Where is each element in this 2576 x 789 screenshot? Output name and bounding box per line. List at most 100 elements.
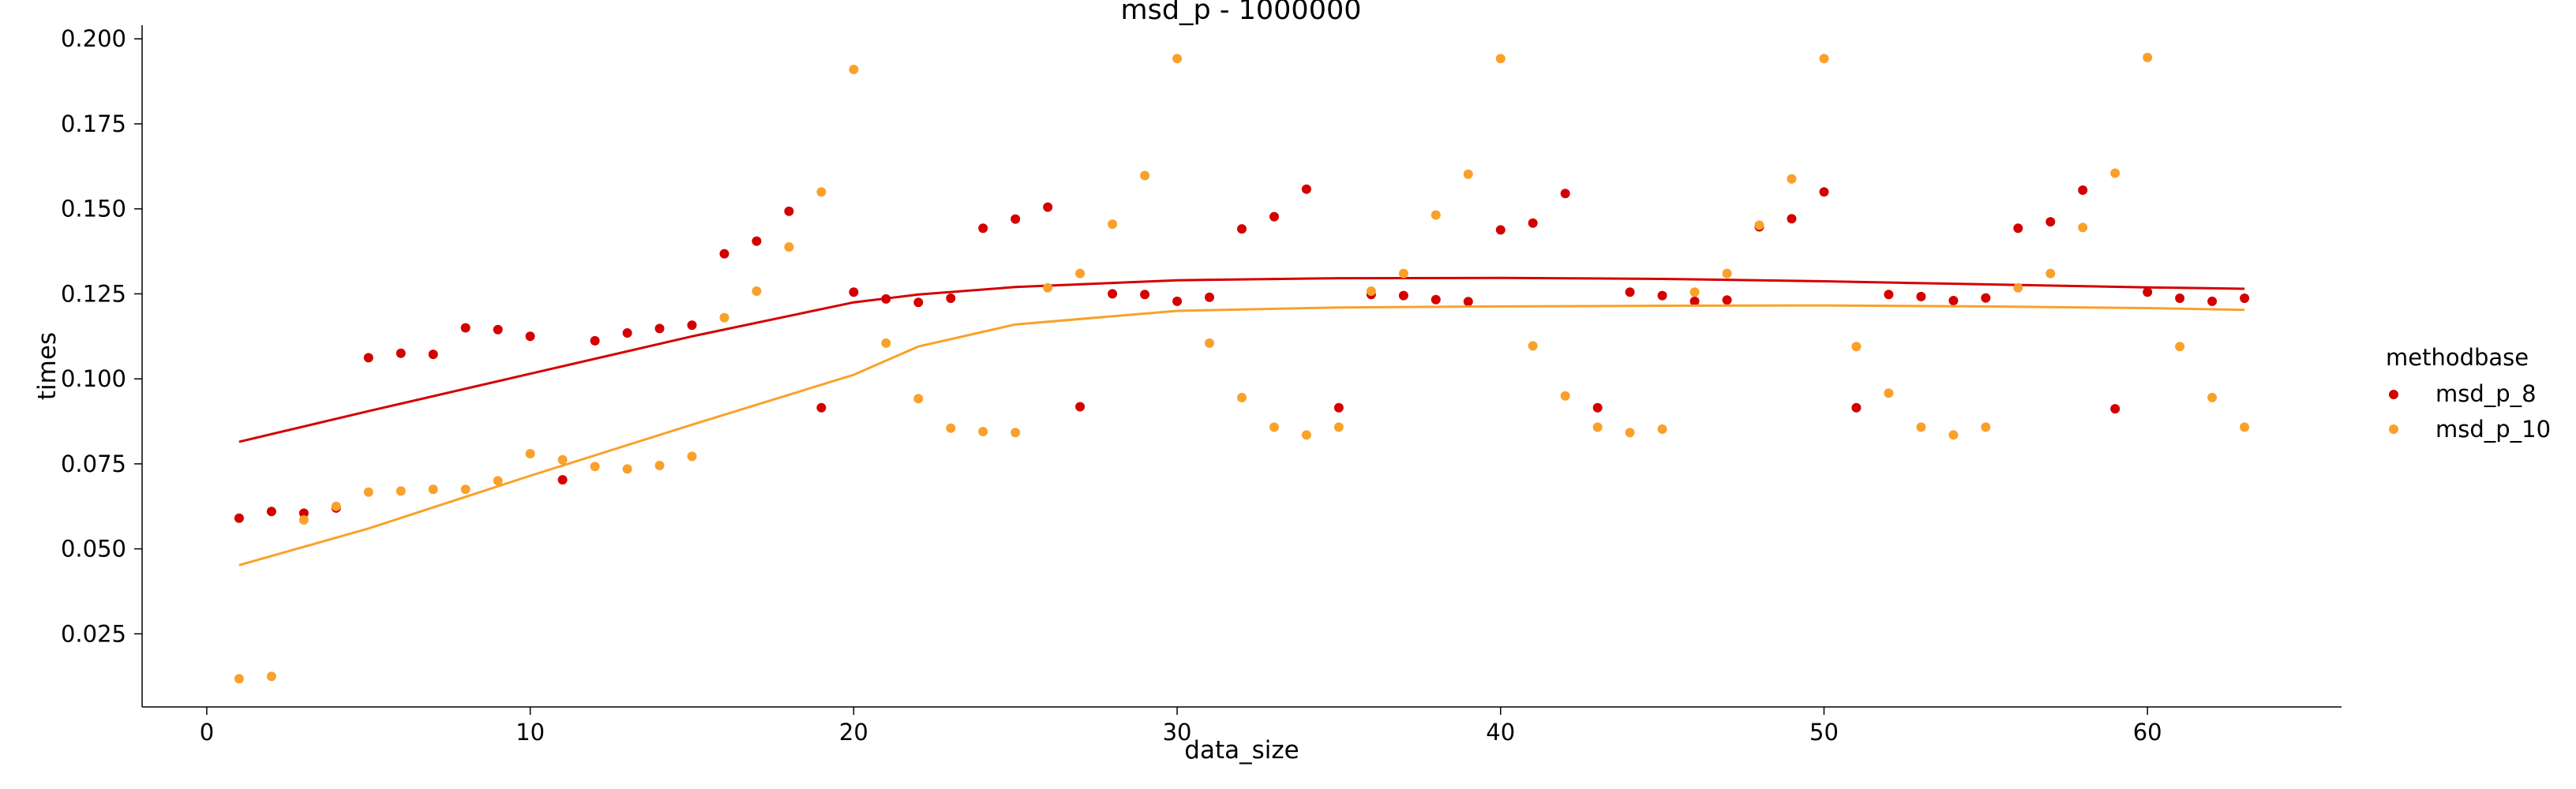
data-point-msd-p-10: [687, 451, 697, 462]
data-point-msd-p-8: [1075, 402, 1086, 412]
data-point-msd-p-8: [1301, 184, 1311, 194]
data-point-msd-p-8: [1205, 292, 1214, 302]
data-point-msd-p-10: [2240, 422, 2250, 432]
data-point-msd-p-10: [1430, 210, 1441, 220]
data-point-msd-p-8: [816, 402, 827, 413]
legend: methodbase msd_p_8 msd_p_10: [2386, 344, 2551, 443]
data-point-msd-p-10: [881, 338, 891, 348]
data-point-msd-p-8: [946, 294, 956, 303]
series-msd-p-10: [234, 52, 2250, 684]
data-point-msd-p-8: [1495, 225, 1505, 235]
data-point-msd-p-10: [1333, 422, 1344, 432]
plot-area: 0 10 20 30 40 50 60 0.0250.0500.0750.1000.1250…: [61, 25, 2342, 746]
data-point-msd-p-10: [363, 487, 373, 497]
y-tick-label: 0.125: [61, 280, 126, 307]
data-point-msd-p-8: [1851, 402, 1862, 413]
legend-label-msd-p-10: msd_p_10: [2435, 416, 2551, 443]
legend-label-msd-p-8: msd_p_8: [2435, 380, 2537, 407]
data-point-msd-p-8: [363, 353, 373, 363]
data-point-msd-p-10: [234, 674, 244, 684]
data-point-msd-p-8: [1787, 214, 1797, 224]
legend-marker-msd-p-10: [2389, 424, 2398, 434]
data-point-msd-p-8: [1819, 187, 1829, 197]
data-point-msd-p-10: [2110, 168, 2120, 178]
data-point-msd-p-10: [1657, 424, 1667, 434]
y-axis-title: times: [33, 332, 62, 400]
data-point-msd-p-10: [654, 461, 665, 470]
data-point-msd-p-10: [1108, 219, 1118, 230]
data-point-msd-p-10: [1819, 54, 1829, 64]
data-point-msd-p-10: [1398, 268, 1408, 279]
trend-line-msd-p-10: [238, 304, 2245, 567]
data-point-msd-p-10: [1884, 388, 1894, 398]
data-point-msd-p-10: [1011, 428, 1021, 438]
data-point-msd-p-10: [1495, 54, 1505, 64]
data-point-msd-p-8: [234, 513, 244, 523]
data-point-msd-p-10: [1689, 287, 1700, 297]
x-tick-label: 20: [839, 719, 868, 746]
legend-title: methodbase: [2386, 344, 2529, 371]
data-point-msd-p-8: [1722, 295, 1732, 305]
x-tick-label: 0: [200, 719, 214, 746]
data-point-msd-p-8: [978, 223, 988, 234]
data-point-msd-p-10: [816, 187, 827, 197]
data-point-msd-p-8: [1657, 290, 1667, 301]
x-tick-label: 30: [1163, 719, 1192, 746]
y-tick-label: 0.150: [61, 196, 126, 222]
x-ticks: 0 10 20 30 40 50 60: [200, 707, 2162, 746]
data-point-msd-p-8: [460, 323, 471, 333]
data-point-msd-p-10: [590, 462, 600, 472]
data-point-msd-p-8: [622, 328, 632, 338]
y-tick-label: 0.075: [61, 451, 126, 477]
data-point-msd-p-10: [1269, 422, 1279, 432]
data-point-msd-p-10: [978, 427, 988, 436]
data-point-msd-p-10: [1463, 169, 1473, 179]
data-point-msd-p-8: [1689, 296, 1700, 306]
data-point-msd-p-10: [460, 484, 471, 495]
data-point-msd-p-10: [913, 394, 924, 404]
data-point-msd-p-10: [946, 423, 956, 433]
data-point-msd-p-10: [525, 449, 535, 458]
data-point-msd-p-8: [298, 508, 309, 518]
data-point-msd-p-10: [298, 515, 309, 525]
data-point-msd-p-8: [493, 324, 503, 335]
data-point-msd-p-8: [1625, 287, 1635, 297]
data-point-msd-p-8: [2078, 185, 2088, 195]
data-point-msd-p-8: [266, 507, 276, 517]
data-point-msd-p-8: [1172, 296, 1183, 306]
legend-marker-msd-p-8: [2389, 390, 2398, 399]
data-point-msd-p-8: [1528, 218, 1538, 228]
data-point-msd-p-8: [784, 206, 794, 216]
data-point-msd-p-10: [1043, 282, 1053, 293]
data-point-msd-p-10: [1528, 341, 1538, 351]
data-point-msd-p-10: [1592, 422, 1603, 432]
data-point-msd-p-10: [1140, 170, 1150, 181]
data-point-msd-p-8: [752, 236, 762, 246]
data-point-msd-p-8: [654, 323, 665, 334]
data-point-msd-p-8: [2143, 287, 2153, 297]
data-point-msd-p-8: [1916, 291, 1926, 301]
data-point-msd-p-10: [1916, 422, 1926, 432]
data-point-msd-p-8: [1011, 214, 1021, 224]
data-point-msd-p-8: [2013, 223, 2023, 234]
data-point-msd-p-10: [1366, 286, 1376, 296]
data-point-msd-p-10: [1851, 342, 1862, 352]
data-point-msd-p-8: [525, 331, 535, 342]
data-point-msd-p-10: [1754, 220, 1764, 230]
data-point-msd-p-8: [2207, 296, 2218, 306]
data-point-msd-p-8: [1269, 211, 1279, 222]
data-point-msd-p-8: [1043, 202, 1053, 212]
data-point-msd-p-8: [1560, 189, 1570, 199]
data-point-msd-p-8: [849, 287, 859, 297]
data-point-msd-p-8: [1333, 402, 1344, 413]
x-tick-label: 50: [1809, 719, 1839, 746]
data-point-msd-p-8: [2110, 404, 2120, 414]
x-axis-title: data_size: [1184, 736, 1299, 765]
data-point-msd-p-10: [1075, 268, 1086, 279]
data-point-msd-p-10: [2045, 268, 2056, 279]
data-point-msd-p-8: [590, 335, 600, 346]
data-point-msd-p-10: [557, 454, 568, 465]
data-point-msd-p-10: [1722, 268, 1732, 279]
data-point-msd-p-10: [2175, 342, 2185, 352]
